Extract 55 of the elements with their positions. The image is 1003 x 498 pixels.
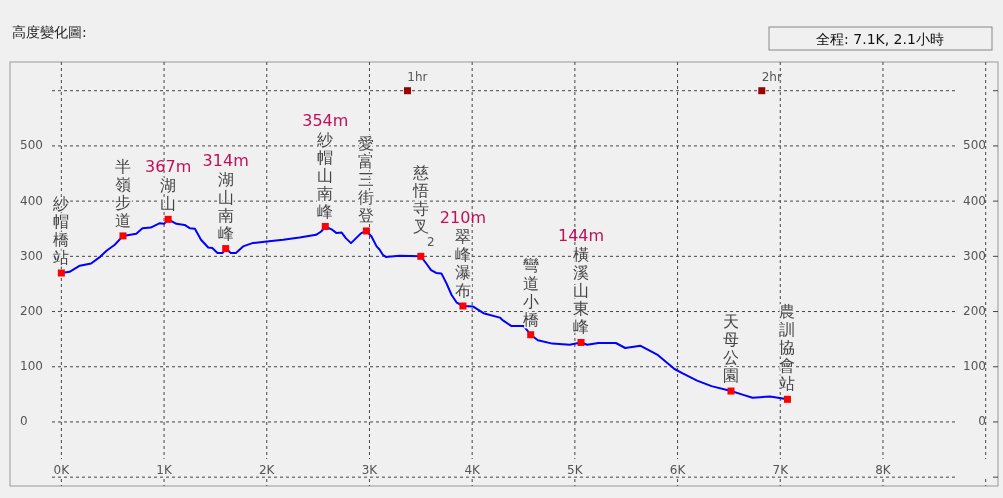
point: [222, 245, 230, 253]
annotation: 天母公園: [722, 312, 739, 386]
x-tick-label: 7K: [772, 463, 790, 477]
annotation: 354m: [302, 110, 349, 130]
x-tick-label: 1K: [156, 463, 173, 477]
y2-tick-label: 100: [963, 359, 986, 374]
y2-tick-label: 300: [963, 248, 986, 263]
x-tick-label: 3K: [361, 463, 379, 477]
annotation: 2hr: [761, 69, 782, 84]
y2-tick-label: 0: [978, 414, 986, 429]
annotation: 湖山南峰: [217, 169, 234, 243]
annotation: 紗帽橋站: [53, 193, 70, 267]
point: [527, 331, 535, 339]
point: [459, 302, 467, 310]
annotation: 彎道小橋: [522, 255, 539, 329]
y-tick-label: 100: [20, 359, 43, 374]
annotation: 橫溪山東峰: [573, 245, 590, 337]
annotation: 314m: [202, 150, 249, 170]
point: [727, 387, 735, 395]
annotation: 半嶺步道: [114, 156, 131, 230]
point: [577, 338, 585, 346]
y2-tick-label: 400: [963, 193, 986, 208]
annotation: 慈悟寺叉: [411, 163, 429, 237]
annotation: 紗帽山南峰: [317, 129, 334, 221]
x-tick-label: 8K: [875, 463, 892, 477]
point: [783, 395, 791, 403]
y-tick-label: 0: [20, 414, 28, 429]
y-tick-label: 500: [20, 138, 43, 153]
x-tick-label: 0K: [53, 463, 71, 477]
x-tick-label: 2K: [259, 463, 276, 477]
chart-title: 高度變化圖:: [12, 24, 87, 40]
annotation: 210m: [439, 208, 486, 228]
point: [119, 232, 127, 240]
x-tick-label: 6K: [669, 463, 687, 477]
point: [164, 215, 172, 223]
y2-tick-label: 200: [963, 304, 986, 319]
point: [321, 223, 329, 231]
x-tick-label: 4K: [464, 463, 482, 477]
y-tick-label: 300: [20, 248, 43, 263]
annotation: 翠峰瀑布: [454, 227, 471, 301]
annotation: 農訓協會站: [779, 302, 796, 394]
point: [758, 87, 766, 95]
x-tick-label: 5K: [567, 463, 584, 477]
point: [362, 227, 370, 235]
annotation: 2: [426, 235, 435, 250]
annotation: 144m: [557, 226, 605, 246]
point: [403, 87, 411, 95]
point: [417, 252, 425, 260]
y-tick-label: 200: [20, 304, 43, 319]
annotation: 1hr: [407, 69, 428, 84]
y2-tick-label: 500: [963, 138, 986, 153]
chart-subtitle: 全程: 7.1K, 2.1小時: [816, 31, 944, 47]
point: [57, 269, 65, 277]
y-tick-label: 400: [20, 193, 43, 208]
annotation: 367m: [145, 157, 192, 177]
